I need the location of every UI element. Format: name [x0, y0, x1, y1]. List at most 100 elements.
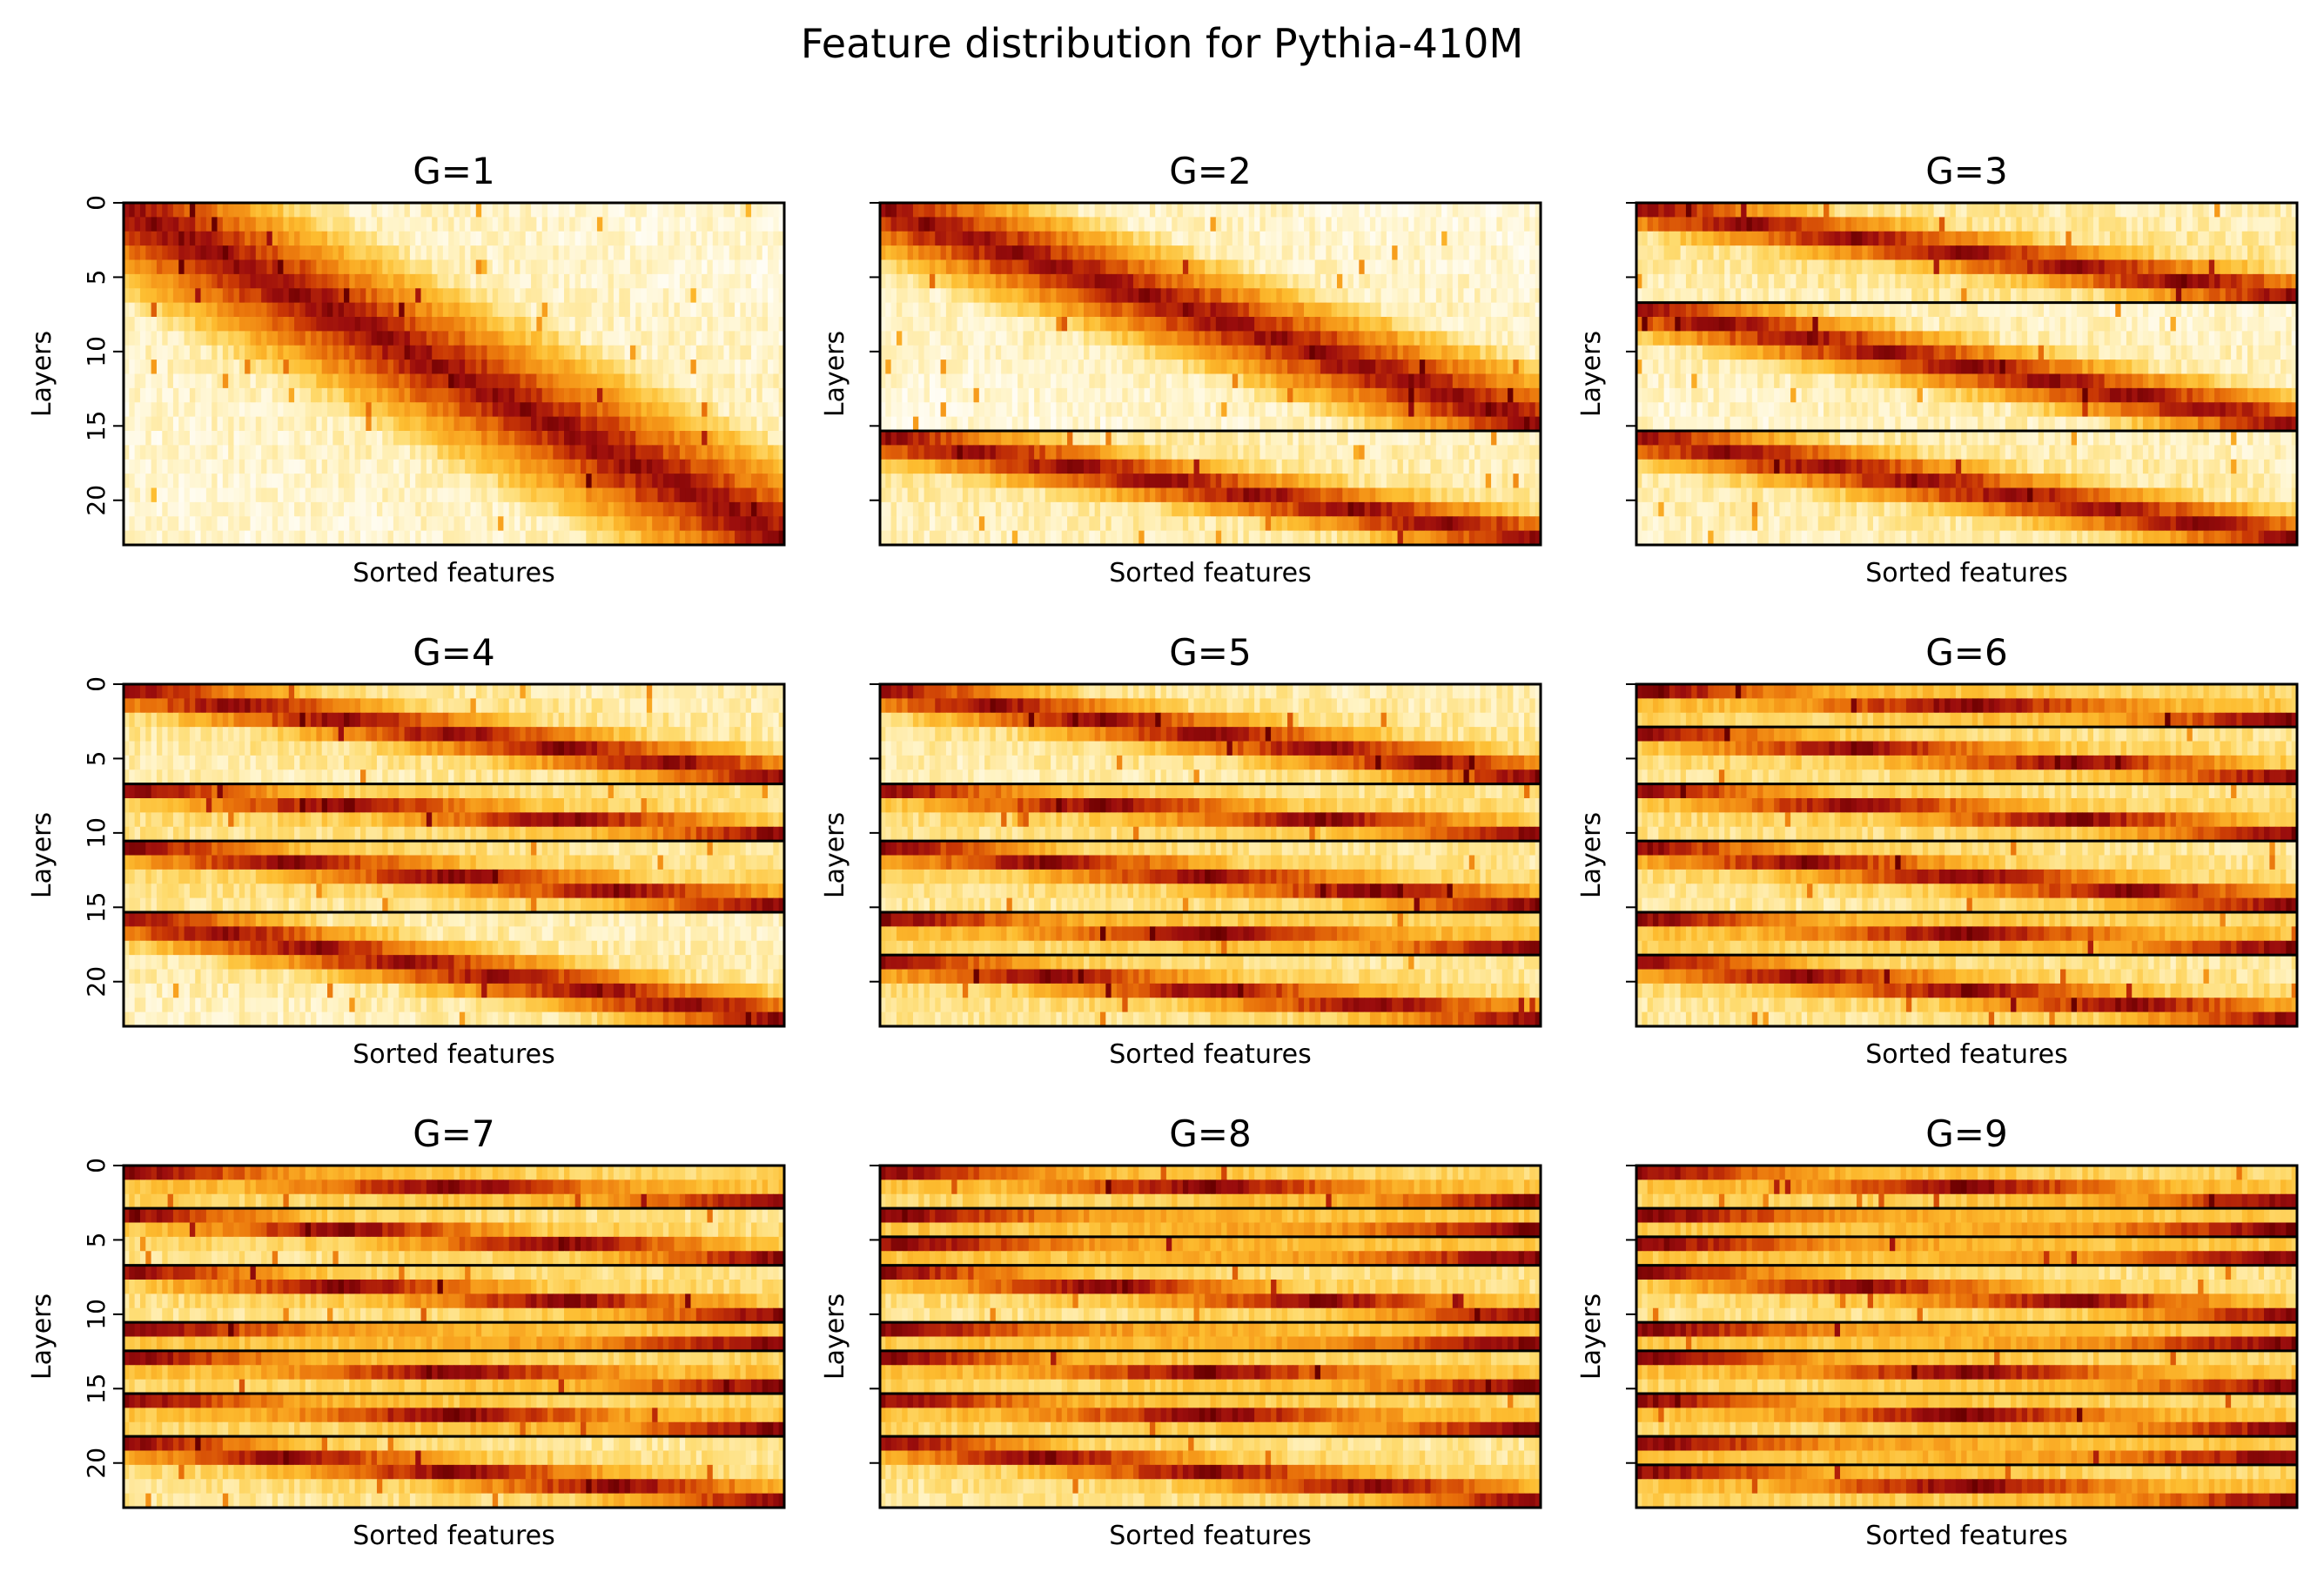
heatmap-cell: [255, 231, 262, 246]
heatmap-cell: [1347, 416, 1354, 432]
heatmap-cell: [1419, 273, 1426, 289]
heatmap-cell: [1122, 445, 1129, 460]
heatmap-cell: [536, 474, 543, 489]
heatmap-cell: [299, 373, 306, 389]
heatmap-cell: [448, 387, 455, 403]
heatmap-cell: [250, 445, 257, 460]
heatmap-cell: [768, 317, 774, 332]
heatmap-cell: [690, 259, 697, 275]
heatmap-cell: [1474, 259, 1481, 275]
heatmap-cell: [619, 487, 626, 503]
heatmap-cell: [531, 203, 537, 218]
heatmap-cell: [564, 416, 570, 432]
heatmap-cell: [629, 431, 636, 446]
heatmap-cell: [1044, 302, 1051, 318]
heatmap-cell: [1265, 288, 1272, 304]
heatmap-cell: [1468, 373, 1475, 389]
heatmap-cell: [316, 373, 323, 389]
heatmap-cell: [272, 273, 279, 289]
heatmap-cell: [1205, 259, 1212, 275]
heatmap-cell: [924, 245, 930, 261]
heatmap-cell: [1414, 373, 1421, 389]
heatmap-cell: [1529, 402, 1536, 418]
heatmap-cell: [124, 431, 130, 446]
heatmap-cell: [520, 359, 527, 375]
heatmap-cell: [1067, 359, 1073, 375]
heatmap-cell: [896, 288, 903, 304]
heatmap-cell: [619, 259, 626, 275]
heatmap-cell: [1205, 431, 1212, 446]
heatmap-cell: [520, 387, 527, 403]
heatmap-cell: [702, 530, 709, 545]
heatmap-cell: [679, 431, 686, 446]
heatmap-cell: [498, 530, 505, 545]
heatmap-cell: [266, 273, 273, 289]
heatmap-cell: [907, 416, 914, 432]
heatmap-cell: [437, 345, 444, 360]
heatmap-cell: [238, 273, 245, 289]
heatmap-cell: [212, 259, 218, 275]
heatmap-cell: [1402, 302, 1409, 318]
heatmap-cell: [1138, 373, 1145, 389]
heatmap-cell: [1430, 373, 1437, 389]
heatmap-cell: [311, 217, 317, 232]
heatmap-cell: [382, 516, 389, 532]
heatmap-cell: [448, 245, 455, 261]
heatmap-cell: [1105, 203, 1112, 218]
heatmap-cell: [945, 431, 952, 446]
heatmap-cell: [679, 273, 686, 289]
heatmap-cell: [338, 217, 345, 232]
heatmap-cell: [1018, 431, 1024, 446]
heatmap-cell: [902, 317, 909, 332]
heatmap-cell: [685, 288, 692, 304]
heatmap-cell: [492, 445, 499, 460]
heatmap-cell: [1072, 373, 1079, 389]
heatmap-cell: [1221, 431, 1228, 446]
heatmap-cell: [1127, 273, 1134, 289]
heatmap-cell: [266, 217, 273, 232]
heatmap-cell: [481, 217, 488, 232]
heatmap-cell: [608, 217, 615, 232]
heatmap-cell: [129, 331, 136, 346]
heatmap-cell: [222, 302, 229, 318]
heatmap-cell: [1386, 302, 1393, 318]
heatmap-cell: [596, 387, 603, 403]
heatmap-cell: [442, 445, 449, 460]
heatmap-cell: [553, 203, 560, 218]
heatmap-cell: [751, 416, 757, 432]
heatmap-cell: [426, 259, 433, 275]
heatmap-cell: [332, 416, 339, 432]
heatmap-cell: [189, 373, 196, 389]
heatmap-cell: [1018, 273, 1024, 289]
heatmap-cell: [1254, 402, 1261, 418]
heatmap-cell: [1138, 431, 1145, 446]
heatmap-cell: [1535, 402, 1541, 418]
heatmap-cell: [608, 431, 615, 446]
heatmap-cell: [134, 459, 141, 474]
heatmap-cell: [668, 487, 675, 503]
heatmap-cell: [205, 259, 212, 275]
heatmap-cell: [1067, 331, 1073, 346]
heatmap-cell: [195, 359, 202, 375]
heatmap-cell: [762, 487, 769, 503]
heatmap-cell: [508, 445, 515, 460]
heatmap-cell: [437, 302, 444, 318]
heatmap-cell: [1375, 317, 1382, 332]
heatmap-cell: [189, 302, 196, 318]
heatmap-cell: [1314, 302, 1321, 318]
heatmap-cell: [344, 231, 350, 246]
heatmap-cell: [690, 359, 697, 375]
heatmap-cell: [768, 331, 774, 346]
heatmap-cell: [1165, 288, 1172, 304]
heatmap-cell: [134, 416, 141, 432]
heatmap-cell: [514, 516, 521, 532]
heatmap-cell: [1105, 259, 1112, 275]
heatmap-cell: [580, 245, 587, 261]
heatmap-cell: [1425, 302, 1432, 318]
heatmap-cell: [723, 487, 730, 503]
heatmap-cell: [591, 245, 598, 261]
heatmap-cell: [1386, 387, 1393, 403]
heatmap-cell: [366, 516, 373, 532]
heatmap-cell: [712, 373, 719, 389]
heatmap-cell: [574, 431, 581, 446]
